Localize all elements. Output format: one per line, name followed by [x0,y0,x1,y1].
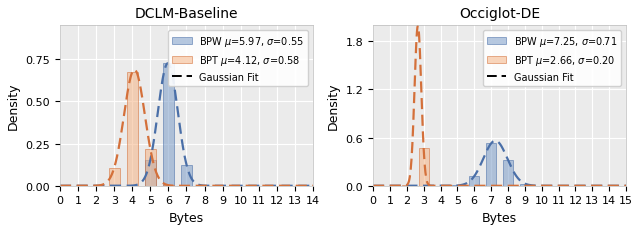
Title: DCLM-Baseline: DCLM-Baseline [135,7,238,21]
X-axis label: Bytes: Bytes [482,211,517,224]
Bar [163,64,174,186]
Bar [109,168,120,186]
Bar [419,148,429,186]
Bar [520,184,530,186]
Legend: BPW $\mu$=7.25, $\sigma$=0.71, BPT $\mu$=2.66, $\sigma$=0.20, Gaussian Fit: BPW $\mu$=7.25, $\sigma$=0.71, BPT $\mu$… [483,31,621,86]
Bar [503,160,513,186]
Legend: BPW $\mu$=5.97, $\sigma$=0.55, BPT $\mu$=4.12, $\sigma$=0.58, Gaussian Fit: BPW $\mu$=5.97, $\sigma$=0.55, BPT $\mu$… [168,31,308,86]
Y-axis label: Density: Density [327,82,340,130]
Title: Occiglot-DE: Occiglot-DE [459,7,540,21]
Y-axis label: Density: Density [7,82,20,130]
Bar [145,149,156,186]
Bar [469,176,479,186]
Bar [486,144,496,186]
Bar [181,165,192,186]
Bar [402,185,412,186]
Bar [127,73,138,186]
X-axis label: Bytes: Bytes [169,211,204,224]
Bar [145,160,156,186]
Bar [163,185,174,186]
